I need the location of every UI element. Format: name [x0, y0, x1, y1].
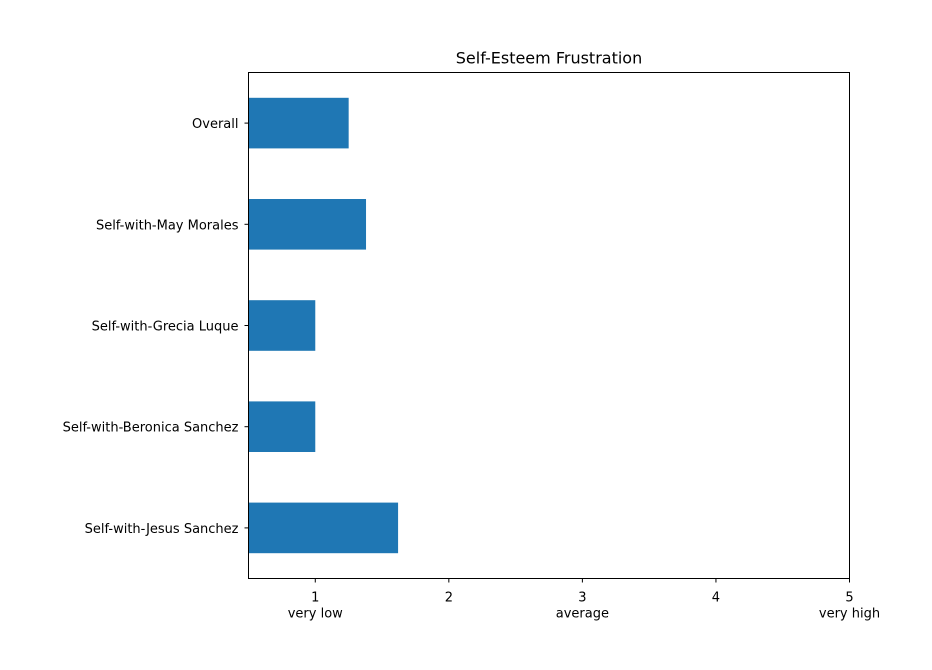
y-tick-label-3: Self-with-Beronica Sanchez	[63, 421, 239, 436]
y-tick-label-4: Self-with-Jesus Sanchez	[85, 522, 239, 537]
bar-0	[248, 97, 349, 149]
y-tick-label-1: Self-with-May Morales	[96, 218, 239, 233]
x-tick-sublabel-4: very high	[819, 607, 880, 622]
bar-1	[248, 199, 367, 250]
x-tick-label-4: 5	[845, 591, 853, 606]
y-axis-ticks: Overall Self-with-May Morales Self-with-Gr…	[63, 117, 249, 537]
plot-frame	[248, 72, 850, 579]
bars-group	[248, 97, 399, 554]
x-tick-label-0: 1	[311, 591, 319, 606]
bar-2	[248, 300, 316, 351]
x-tick-label-1: 2	[445, 591, 453, 606]
x-tick-sublabel-0: very low	[288, 607, 343, 622]
bar-4	[248, 502, 399, 554]
bar-3	[248, 401, 316, 452]
chart-title: Self-Esteem Frustration	[456, 49, 642, 68]
y-tick-label-2: Self-with-Grecia Luque	[92, 320, 239, 335]
x-tick-label-2: 3	[578, 591, 586, 606]
x-tick-label-3: 4	[712, 591, 720, 606]
x-tick-sublabel-2: average	[556, 607, 609, 622]
y-tick-label-0: Overall	[192, 117, 238, 132]
